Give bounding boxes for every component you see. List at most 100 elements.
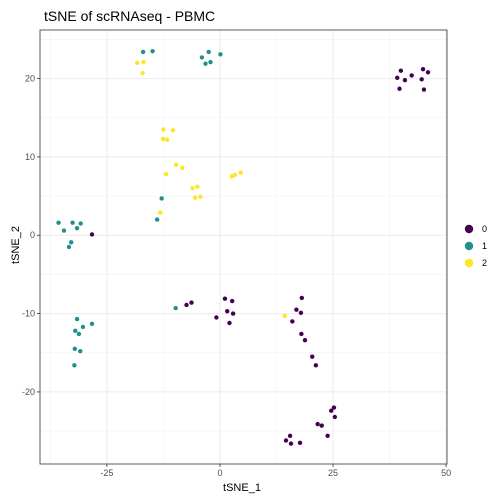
data-point-cluster-2 bbox=[140, 70, 145, 76]
data-point-cluster-2 bbox=[232, 172, 238, 178]
data-point-cluster-1 bbox=[72, 363, 77, 368]
y-tick-label: 20 bbox=[25, 74, 35, 84]
x-tick-label: 50 bbox=[441, 468, 451, 478]
data-point-cluster-1 bbox=[74, 225, 80, 231]
data-point-cluster-0 bbox=[425, 70, 431, 75]
legend-label: 0 bbox=[482, 224, 487, 234]
data-point-cluster-1 bbox=[72, 346, 78, 352]
data-point-cluster-1 bbox=[159, 196, 164, 201]
data-point-cluster-0 bbox=[402, 77, 408, 83]
data-point-cluster-0 bbox=[420, 66, 426, 72]
data-point-cluster-0 bbox=[325, 433, 330, 438]
data-point-cluster-0 bbox=[89, 232, 95, 237]
data-point-cluster-1 bbox=[78, 348, 83, 354]
plot-panel-border bbox=[39, 29, 448, 465]
data-point-cluster-2 bbox=[158, 210, 163, 215]
data-point-cluster-1 bbox=[61, 228, 67, 233]
data-point-cluster-0 bbox=[184, 302, 189, 308]
data-point-cluster-1 bbox=[203, 61, 208, 66]
data-point-cluster-0 bbox=[313, 363, 319, 368]
data-point-cluster-0 bbox=[329, 408, 334, 413]
data-point-cluster-1 bbox=[173, 305, 178, 311]
data-point-cluster-0 bbox=[299, 295, 305, 301]
data-point-cluster-1 bbox=[206, 49, 211, 55]
chart-title: tSNE of scRNAseq - PBMC bbox=[44, 8, 215, 24]
data-point-cluster-0 bbox=[298, 310, 304, 316]
data-point-cluster-0 bbox=[397, 86, 402, 91]
data-point-cluster-1 bbox=[73, 328, 78, 334]
data-point-cluster-0 bbox=[419, 77, 424, 82]
x-tick-label: 0 bbox=[217, 468, 222, 478]
data-point-cluster-1 bbox=[69, 240, 74, 245]
data-point-cluster-0 bbox=[189, 300, 194, 305]
data-point-cluster-2 bbox=[192, 195, 198, 200]
data-point-cluster-0 bbox=[287, 433, 293, 438]
y-tick-label: -20 bbox=[22, 387, 35, 397]
data-point-cluster-2 bbox=[163, 171, 169, 177]
data-point-cluster-0 bbox=[319, 423, 324, 428]
data-point-cluster-1 bbox=[74, 316, 80, 322]
data-point-cluster-2 bbox=[173, 162, 179, 167]
data-point-cluster-1 bbox=[140, 49, 146, 55]
legend: 0 1 2 bbox=[464, 224, 487, 268]
data-point-cluster-1 bbox=[56, 220, 61, 225]
y-tick-label: -10 bbox=[22, 309, 35, 319]
data-point-cluster-0 bbox=[283, 438, 289, 443]
data-point-cluster-2 bbox=[170, 128, 176, 133]
data-point-cluster-1 bbox=[154, 217, 160, 222]
data-point-cluster-1 bbox=[80, 324, 86, 330]
data-point-cluster-0 bbox=[302, 338, 308, 343]
y-axis-label: tSNE_2 bbox=[10, 226, 22, 264]
data-point-cluster-1 bbox=[78, 221, 83, 226]
data-point-cluster-1 bbox=[218, 52, 223, 57]
data-point-cluster-0 bbox=[229, 298, 235, 304]
data-point-cluster-2 bbox=[135, 60, 140, 66]
data-points bbox=[56, 48, 431, 446]
data-point-cluster-0 bbox=[409, 73, 414, 78]
data-point-cluster-2 bbox=[180, 165, 185, 171]
data-point-cluster-0 bbox=[310, 354, 315, 359]
data-point-cluster-1 bbox=[66, 244, 72, 250]
data-point-cluster-1 bbox=[89, 321, 95, 326]
data-point-cluster-1 bbox=[208, 59, 213, 65]
y-tick-label: 0 bbox=[30, 230, 35, 240]
data-point-cluster-1 bbox=[150, 48, 155, 54]
data-point-cluster-1 bbox=[70, 220, 75, 225]
data-point-cluster-2 bbox=[282, 313, 287, 319]
data-point-cluster-0 bbox=[222, 296, 228, 301]
data-point-cluster-0 bbox=[290, 319, 295, 324]
grid-lines bbox=[40, 30, 447, 464]
data-point-cluster-0 bbox=[297, 440, 303, 446]
data-point-cluster-0 bbox=[395, 75, 400, 80]
data-point-cluster-0 bbox=[398, 68, 404, 73]
x-tick-label: 25 bbox=[328, 468, 338, 478]
data-point-cluster-0 bbox=[294, 307, 299, 312]
data-point-cluster-0 bbox=[227, 320, 232, 326]
y-tick-label: 10 bbox=[25, 152, 35, 162]
data-point-cluster-2 bbox=[198, 194, 203, 200]
data-point-cluster-2 bbox=[190, 186, 195, 191]
legend-label: 2 bbox=[482, 258, 487, 268]
data-point-cluster-2 bbox=[238, 170, 243, 175]
data-point-cluster-0 bbox=[225, 309, 230, 314]
data-point-cluster-2 bbox=[160, 136, 166, 142]
data-point-cluster-2 bbox=[195, 184, 200, 189]
data-point-cluster-0 bbox=[331, 405, 337, 410]
x-axis-ticks: -25 0 25 50 bbox=[100, 464, 451, 478]
data-point-cluster-0 bbox=[332, 414, 338, 420]
x-axis-label: tSNE_1 bbox=[223, 482, 261, 494]
legend-key-1 bbox=[464, 241, 474, 251]
data-point-cluster-0 bbox=[299, 331, 304, 337]
data-point-cluster-2 bbox=[141, 59, 146, 65]
data-point-cluster-2 bbox=[161, 127, 166, 132]
legend-key-2 bbox=[464, 258, 474, 268]
legend-label: 1 bbox=[482, 241, 487, 251]
legend-key-0 bbox=[464, 224, 474, 234]
data-point-cluster-1 bbox=[199, 55, 205, 60]
data-point-cluster-0 bbox=[288, 441, 294, 446]
data-point-cluster-0 bbox=[214, 315, 219, 320]
data-point-cluster-0 bbox=[315, 421, 320, 427]
data-point-cluster-0 bbox=[230, 311, 236, 316]
data-point-cluster-1 bbox=[76, 331, 82, 337]
